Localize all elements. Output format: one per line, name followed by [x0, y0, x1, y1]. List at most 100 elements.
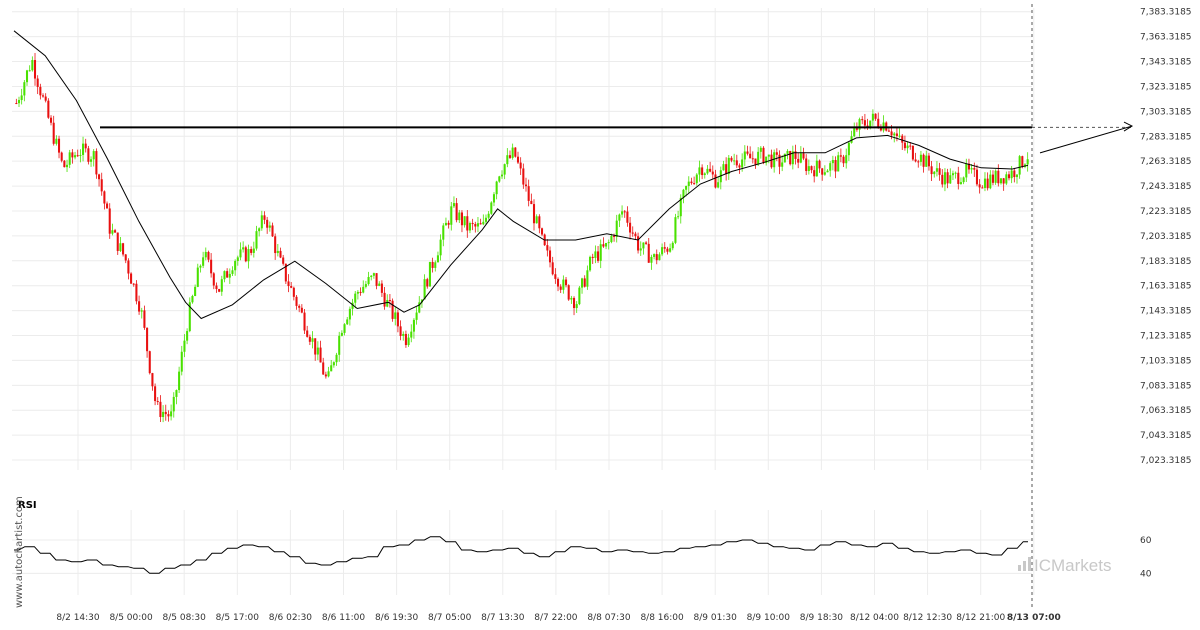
candle-body: [463, 216, 466, 226]
candle-body: [789, 150, 792, 165]
x-tick-label: 8/6 11:00: [322, 613, 366, 623]
candlestick: [55, 135, 58, 146]
candlestick: [842, 154, 845, 168]
x-tick-label: 8/12 12:30: [903, 613, 952, 623]
candle-body: [57, 138, 61, 153]
candle-body: [31, 60, 34, 71]
candle-body: [215, 285, 218, 290]
candlestick: [295, 295, 298, 310]
candlestick: [492, 192, 496, 207]
candlestick: [431, 257, 434, 273]
candle-body: [394, 312, 397, 319]
candlestick: [79, 149, 82, 163]
candlestick: [343, 323, 346, 336]
candle-body: [1007, 174, 1011, 179]
candle-body: [378, 283, 381, 286]
candle-body: [231, 270, 234, 274]
candle-body: [967, 163, 970, 170]
candle-body: [362, 286, 365, 293]
projection-arrow-line: [1039, 125, 1133, 154]
candle-body: [666, 248, 669, 252]
candlestick: [436, 251, 439, 263]
candlestick: [922, 153, 925, 173]
candle-body: [92, 151, 95, 160]
candlestick: [399, 320, 402, 341]
candle-body: [597, 251, 600, 261]
candlestick: [100, 172, 103, 196]
candlestick: [482, 214, 485, 226]
candlestick: [316, 341, 319, 361]
candle-body: [450, 206, 453, 225]
candle-body: [404, 333, 407, 346]
candle-body: [879, 126, 882, 131]
candle-body: [935, 168, 938, 172]
candlestick: [98, 173, 101, 187]
candlestick: [87, 145, 90, 165]
candlestick: [999, 178, 1003, 185]
candlestick: [276, 243, 279, 257]
candlestick: [743, 145, 746, 167]
candlestick: [135, 280, 138, 305]
candle-body: [994, 170, 997, 183]
candlestick: [650, 254, 653, 270]
candle-body: [298, 305, 301, 308]
candlestick: [540, 227, 544, 237]
brand-name: ICMarkets: [1034, 556, 1111, 575]
candle-body: [754, 158, 757, 165]
candle-body: [551, 262, 554, 275]
candlestick: [364, 280, 367, 289]
candlestick: [447, 220, 450, 229]
candle-body: [714, 174, 717, 188]
candlestick: [951, 170, 954, 180]
candle-body: [575, 304, 578, 309]
candlestick: [671, 241, 674, 251]
candle-body: [284, 263, 287, 282]
candle-body: [439, 239, 442, 256]
candle-body: [786, 150, 789, 154]
candle-body: [687, 181, 690, 186]
candlestick: [423, 274, 426, 300]
candle-body: [573, 297, 576, 309]
candle-body: [276, 250, 279, 254]
candlestick: [508, 150, 512, 159]
candlestick: [1015, 174, 1019, 184]
candle-body: [311, 338, 314, 342]
candlestick: [25, 69, 29, 86]
candle-body: [319, 347, 322, 363]
candlestick: [49, 115, 53, 126]
candle-body: [911, 145, 914, 160]
candle-body: [111, 230, 114, 234]
candle-body: [965, 163, 968, 178]
candlestick: [212, 272, 215, 290]
candlestick: [263, 211, 266, 225]
candlestick: [303, 308, 306, 334]
candlestick: [322, 357, 325, 375]
candle-body: [412, 319, 415, 332]
candle-body: [132, 283, 135, 285]
candle-body: [605, 243, 608, 247]
candlestick: [658, 252, 661, 261]
y-tick-label: 7,223.3185: [1140, 207, 1192, 217]
candlestick: [116, 232, 119, 255]
candlestick: [919, 151, 922, 166]
candlestick: [474, 221, 477, 233]
candle-body: [218, 289, 221, 292]
candlestick: [479, 218, 482, 225]
candlestick: [663, 242, 666, 253]
candle-body: [71, 152, 74, 158]
candle-body: [116, 232, 119, 251]
candlestick: [207, 250, 210, 263]
candlestick: [797, 152, 800, 169]
candle-body: [343, 324, 346, 333]
candlestick: [114, 228, 117, 233]
candlestick: [106, 201, 109, 209]
candle-body: [631, 232, 634, 234]
candlestick: [589, 255, 592, 272]
candle-body: [524, 184, 528, 187]
candlestick: [402, 331, 405, 341]
candlestick: [57, 135, 61, 159]
candlestick: [714, 169, 717, 189]
candlestick: [698, 160, 701, 182]
candlestick: [938, 162, 941, 181]
candle-body: [236, 257, 239, 262]
